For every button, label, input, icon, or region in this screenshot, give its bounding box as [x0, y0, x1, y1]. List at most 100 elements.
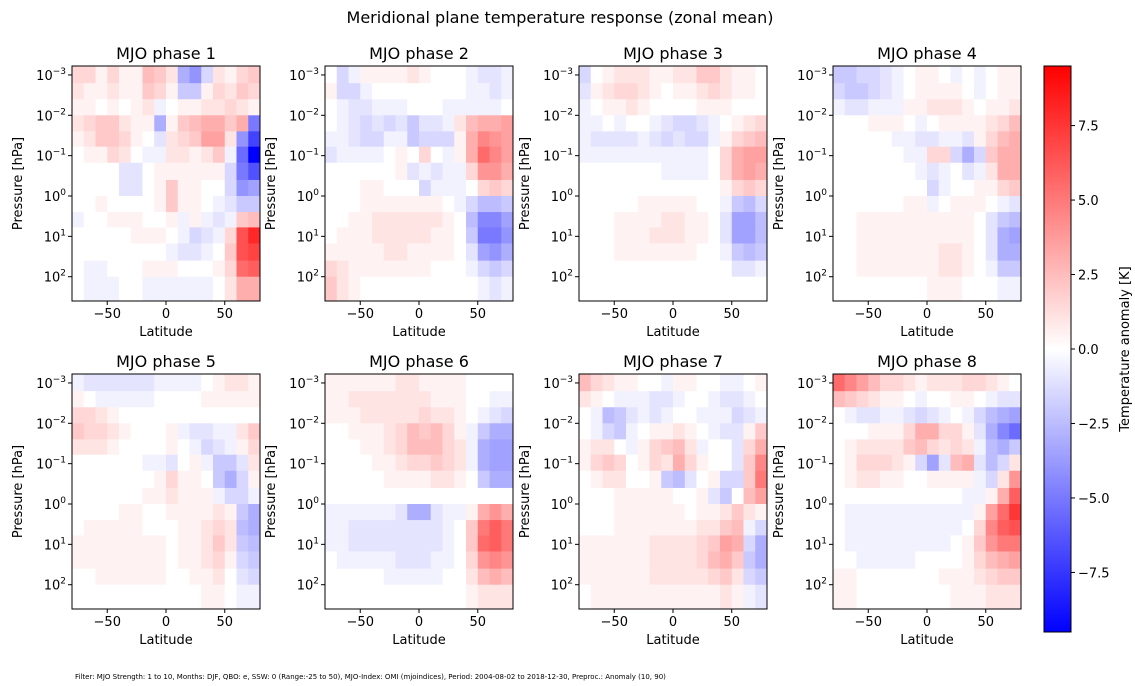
heatmap-cell	[590, 584, 603, 610]
heatmap-cell	[844, 243, 857, 262]
heatmap-cell	[856, 470, 869, 489]
x-tick-label: 50	[469, 307, 486, 322]
heatmap-cell	[130, 520, 143, 536]
heatmap-cell	[395, 227, 408, 244]
heatmap-cell	[950, 83, 963, 100]
heatmap-cell	[731, 179, 744, 197]
heatmap-cell	[383, 535, 396, 552]
heatmap-cell	[130, 162, 143, 181]
heatmap-cell	[95, 470, 108, 489]
heatmap-cell	[590, 83, 603, 100]
heatmap-cell	[442, 66, 455, 84]
heatmap-cell	[360, 66, 373, 84]
heatmap-cell	[985, 196, 998, 213]
heatmap-cell	[696, 391, 709, 408]
heatmap-cell	[614, 584, 627, 610]
heatmap-cell	[974, 83, 987, 100]
heatmap-cell	[743, 179, 756, 197]
heatmap-cell	[419, 487, 432, 505]
heatmap-cell	[649, 131, 662, 148]
heatmap-cell	[708, 243, 721, 262]
heatmap-cell	[477, 212, 490, 228]
heatmap-cell	[755, 83, 768, 100]
heatmap-cell	[891, 504, 904, 521]
heatmap-cell	[673, 146, 686, 164]
heatmap-cell	[661, 374, 674, 392]
heatmap-cell	[720, 407, 733, 424]
heatmap-cell	[189, 146, 202, 164]
heatmap-cell	[83, 504, 96, 521]
heatmap-cell	[590, 568, 603, 586]
x-tick-label: −50	[347, 307, 374, 322]
heatmap-cell	[880, 260, 893, 278]
heatmap-cell	[579, 584, 592, 610]
x-tick-label: 0	[669, 615, 677, 630]
heatmap-cell	[720, 423, 733, 440]
heatmap-cell	[395, 83, 408, 100]
heatmap-cell	[383, 568, 396, 586]
heatmap-cell	[407, 374, 420, 392]
heatmap-cell	[649, 196, 662, 213]
heatmap-cell	[466, 196, 479, 213]
heatmap-cell	[130, 487, 143, 505]
heatmap-cell	[166, 454, 179, 472]
heatmap-cell	[661, 423, 674, 440]
heatmap-cell	[489, 551, 502, 570]
heatmap-cell	[903, 276, 916, 302]
heatmap-cell	[844, 196, 857, 213]
heatmap-cell	[755, 243, 768, 262]
heatmap-cell	[696, 83, 709, 100]
heatmap-cell	[248, 568, 261, 586]
heatmap-cell	[696, 454, 709, 472]
heatmap-cell	[177, 584, 190, 610]
panel: MJO phase 4−50 0 50Latitude10−310−210−1100…	[772, 44, 1022, 340]
heatmap-cell	[177, 535, 190, 552]
heatmap-cell	[614, 227, 627, 244]
heatmap-cell	[224, 162, 237, 181]
heatmap-cell	[177, 407, 190, 424]
heatmap-cell	[154, 146, 167, 164]
heatmap-cell	[891, 374, 904, 392]
heatmap-cell	[130, 227, 143, 244]
heatmap-cell	[684, 66, 697, 84]
heatmap-cell	[696, 179, 709, 197]
heatmap-cell	[915, 131, 928, 148]
y-tick-label: 10−1	[289, 456, 319, 473]
heatmap-cell	[166, 260, 179, 278]
heatmap-cell	[891, 99, 904, 116]
heatmap-cell	[201, 146, 214, 164]
heatmap-cell	[985, 504, 998, 521]
heatmap-cell	[868, 374, 881, 392]
heatmap-cell	[868, 504, 881, 521]
heatmap-cell	[224, 504, 237, 521]
heatmap-cell	[348, 487, 361, 505]
heatmap-cell	[224, 470, 237, 489]
heatmap-cell	[454, 439, 467, 456]
heatmap-cell	[177, 227, 190, 244]
heatmap-cell	[419, 520, 432, 536]
heatmap-cell	[501, 504, 514, 521]
heatmap-cell	[602, 391, 615, 408]
heatmap-cell	[868, 99, 881, 116]
heatmap-cell	[696, 115, 709, 132]
heatmap-cell	[166, 504, 179, 521]
heatmap-cell	[224, 535, 237, 552]
heatmap-cell	[489, 243, 502, 262]
heatmap-cell	[130, 454, 143, 472]
heatmap-cell	[602, 243, 615, 262]
heatmap-cell	[454, 520, 467, 536]
heatmap-cell	[383, 374, 396, 392]
heatmap-cell	[348, 115, 361, 132]
heatmap-cell	[489, 115, 502, 132]
heatmap-cell	[325, 454, 338, 472]
heatmap-cell	[833, 470, 846, 489]
heatmap-cell	[590, 115, 603, 132]
heatmap-cell	[626, 179, 639, 197]
heatmap-cell	[466, 391, 479, 408]
heatmap-cell	[119, 146, 132, 164]
heatmap-cell	[974, 131, 987, 148]
y-tick-label: 100	[44, 496, 67, 513]
heatmap-cell	[755, 439, 768, 456]
heatmap-cell	[938, 196, 951, 213]
heatmap-cell	[684, 504, 697, 521]
